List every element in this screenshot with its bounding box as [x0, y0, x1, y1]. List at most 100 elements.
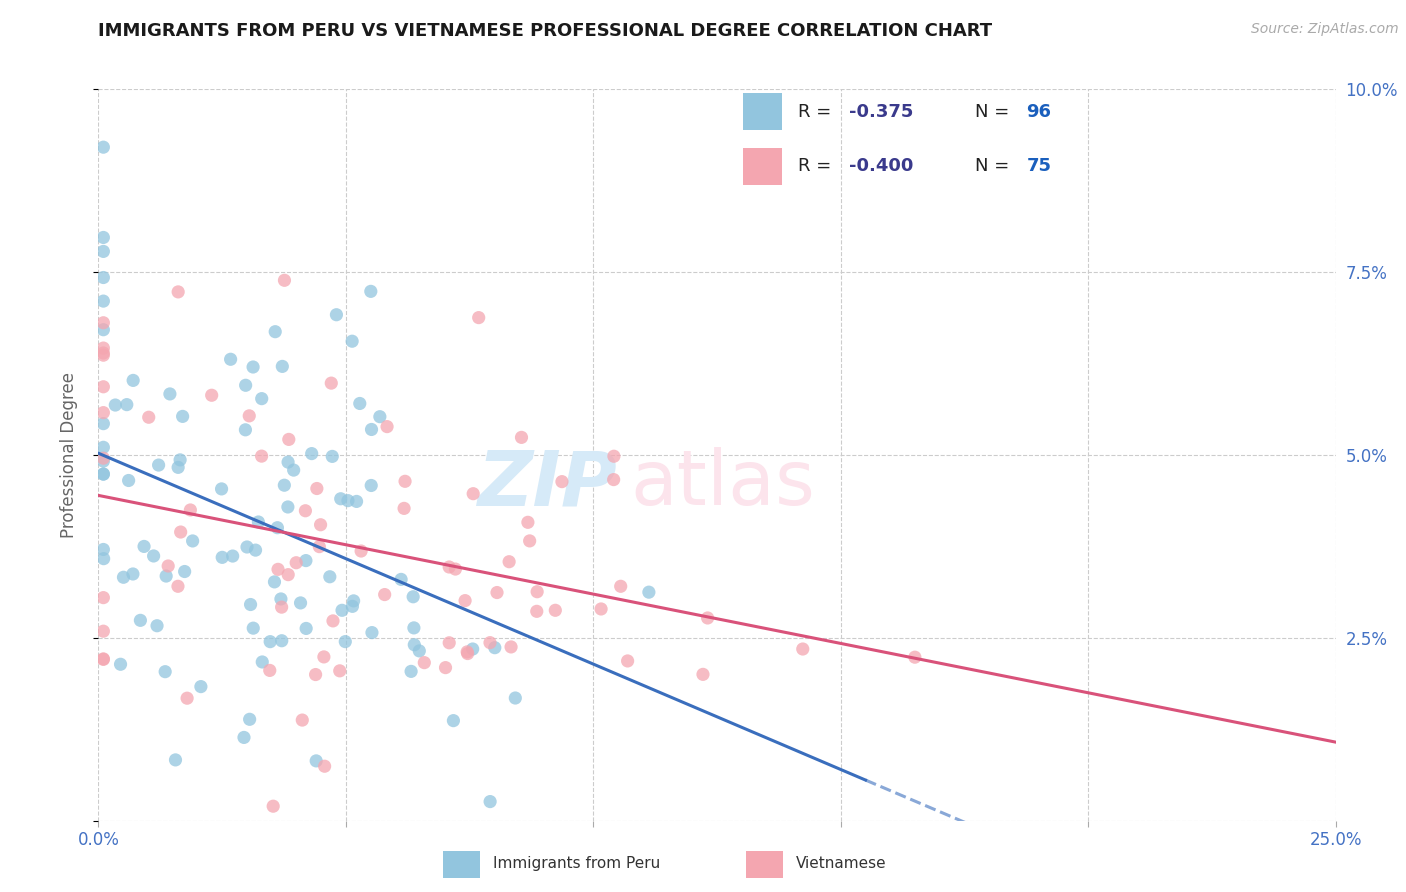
- Point: [172, 409, 194, 424]
- Point: [479, 795, 502, 809]
- Text: Immigrants from Peru: Immigrants from Peru: [492, 855, 659, 871]
- Point: [93, 406, 115, 420]
- FancyBboxPatch shape: [742, 147, 782, 185]
- Point: [283, 463, 305, 477]
- Point: [319, 570, 342, 584]
- Point: [93, 417, 115, 431]
- Point: [201, 388, 224, 402]
- Point: [129, 613, 152, 627]
- Point: [239, 712, 262, 726]
- Point: [153, 665, 176, 679]
- Point: [93, 140, 115, 154]
- Point: [484, 640, 506, 655]
- Point: [242, 621, 264, 635]
- Point: [544, 603, 567, 617]
- Point: [325, 308, 347, 322]
- Point: [461, 642, 484, 657]
- Point: [456, 645, 478, 659]
- Point: [904, 650, 927, 665]
- Point: [389, 573, 412, 587]
- Text: N =: N =: [976, 157, 1015, 175]
- Point: [122, 373, 145, 387]
- Point: [454, 593, 477, 607]
- Point: [463, 486, 485, 500]
- Point: [93, 652, 115, 666]
- Point: [239, 598, 262, 612]
- Point: [146, 618, 169, 632]
- Point: [399, 665, 422, 679]
- Point: [115, 398, 138, 412]
- Point: [361, 625, 384, 640]
- Point: [551, 475, 574, 489]
- Point: [262, 799, 284, 814]
- Point: [603, 449, 626, 463]
- Text: -0.400: -0.400: [849, 157, 914, 175]
- Point: [638, 585, 661, 599]
- Point: [93, 346, 115, 360]
- Text: N =: N =: [976, 103, 1015, 120]
- Point: [159, 387, 181, 401]
- Point: [519, 533, 541, 548]
- Point: [179, 503, 201, 517]
- Point: [93, 244, 115, 259]
- Text: ZIP: ZIP: [478, 447, 619, 521]
- Point: [110, 657, 132, 672]
- Point: [516, 516, 538, 530]
- Point: [434, 660, 457, 674]
- Point: [402, 621, 425, 635]
- Point: [277, 500, 299, 514]
- Point: [173, 565, 195, 579]
- Text: Source: ZipAtlas.com: Source: ZipAtlas.com: [1251, 22, 1399, 37]
- Point: [132, 540, 155, 554]
- Point: [402, 590, 425, 604]
- Point: [155, 569, 177, 583]
- Point: [437, 636, 460, 650]
- Point: [505, 691, 527, 706]
- Point: [374, 588, 396, 602]
- Point: [250, 449, 273, 463]
- Point: [312, 649, 335, 664]
- Point: [394, 475, 416, 489]
- Point: [238, 409, 260, 423]
- Point: [236, 540, 259, 554]
- Point: [167, 579, 190, 593]
- Point: [336, 493, 359, 508]
- Point: [263, 574, 285, 589]
- Point: [308, 540, 330, 554]
- Point: [277, 567, 299, 582]
- Point: [602, 473, 624, 487]
- Point: [267, 562, 290, 576]
- Point: [368, 409, 391, 424]
- Point: [304, 667, 326, 681]
- Point: [696, 611, 718, 625]
- Point: [335, 634, 357, 648]
- Point: [349, 396, 371, 410]
- Point: [122, 566, 145, 581]
- Point: [93, 542, 115, 557]
- Point: [112, 570, 135, 584]
- Point: [457, 647, 479, 661]
- Point: [138, 410, 160, 425]
- Point: [176, 691, 198, 706]
- Point: [485, 585, 508, 599]
- Point: [93, 467, 115, 481]
- Point: [245, 543, 267, 558]
- Point: [117, 474, 139, 488]
- Point: [321, 376, 343, 391]
- Point: [157, 559, 180, 574]
- Point: [444, 562, 467, 576]
- Point: [93, 316, 115, 330]
- Point: [277, 433, 299, 447]
- Point: [270, 633, 292, 648]
- Point: [277, 455, 299, 469]
- Point: [104, 398, 127, 412]
- Text: R =: R =: [799, 103, 837, 120]
- Point: [93, 341, 115, 355]
- Point: [148, 458, 170, 472]
- Point: [93, 380, 115, 394]
- Point: [295, 553, 318, 567]
- Point: [270, 591, 292, 606]
- Point: [330, 603, 353, 617]
- Point: [291, 713, 314, 727]
- Point: [499, 640, 522, 654]
